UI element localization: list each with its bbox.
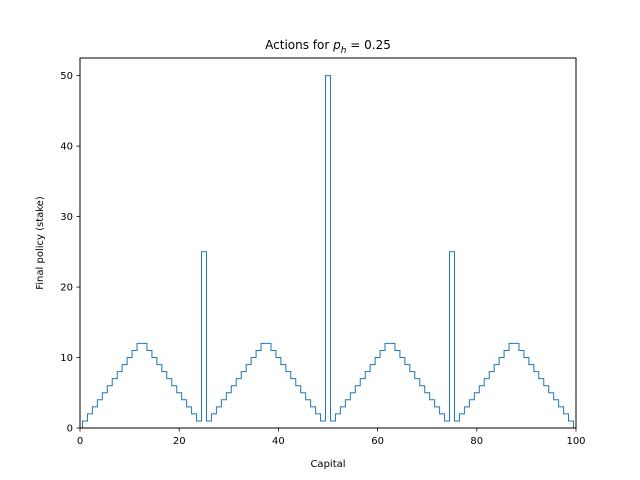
x-axis-label: Capital	[310, 459, 345, 470]
x-tick-label: 80	[470, 436, 483, 447]
series-layer	[80, 75, 576, 429]
y-tick-label: 0	[67, 424, 73, 435]
y-tick-label: 40	[60, 142, 73, 153]
y-tick-label: 10	[60, 353, 73, 364]
x-tick-label: 20	[173, 436, 186, 447]
y-tick-label: 20	[60, 283, 73, 294]
chart-title: Actions for ph = 0.25	[265, 38, 391, 56]
series-line-0	[80, 75, 576, 429]
axes-frame	[79, 57, 577, 429]
x-axis-ticks: 0 20 40 60 80 100	[77, 428, 586, 447]
x-tick-label: 60	[371, 436, 384, 447]
x-tick-label: 100	[566, 436, 585, 447]
y-axis-ticks: 0 10 20 30 40 50	[60, 71, 80, 435]
y-tick-label: 50	[60, 71, 73, 82]
x-tick-label: 40	[272, 436, 285, 447]
y-tick-label: 30	[60, 212, 73, 223]
y-axis-label: Final policy (stake)	[35, 196, 46, 290]
x-tick-label: 0	[77, 436, 83, 447]
